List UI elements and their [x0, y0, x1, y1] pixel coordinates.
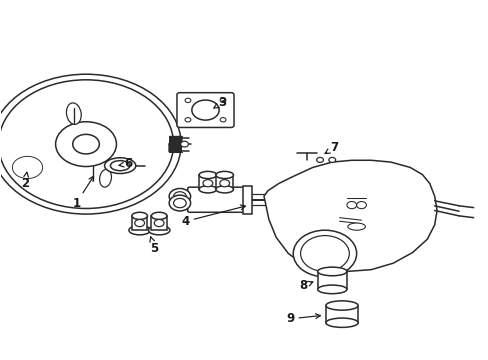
Ellipse shape: [325, 301, 357, 310]
Circle shape: [220, 98, 225, 103]
Text: 7: 7: [325, 141, 338, 154]
Ellipse shape: [347, 223, 365, 230]
Circle shape: [169, 195, 190, 211]
Circle shape: [356, 202, 366, 209]
Circle shape: [169, 189, 190, 204]
Bar: [132, 216, 147, 230]
Circle shape: [316, 157, 323, 162]
Ellipse shape: [66, 103, 81, 125]
FancyBboxPatch shape: [187, 187, 247, 212]
Ellipse shape: [220, 180, 229, 187]
Ellipse shape: [203, 180, 212, 187]
Ellipse shape: [199, 171, 216, 179]
Ellipse shape: [148, 226, 169, 235]
Ellipse shape: [216, 186, 233, 193]
Bar: [317, 271, 346, 289]
Text: 2: 2: [21, 172, 29, 190]
Bar: [325, 306, 357, 323]
Ellipse shape: [325, 318, 357, 327]
FancyBboxPatch shape: [177, 93, 234, 127]
Text: 8: 8: [298, 279, 312, 292]
Text: 9: 9: [286, 312, 320, 325]
Bar: [216, 175, 233, 189]
Text: 6: 6: [119, 157, 132, 170]
Circle shape: [0, 80, 173, 208]
Circle shape: [173, 192, 186, 201]
Circle shape: [293, 230, 356, 277]
Ellipse shape: [100, 169, 111, 187]
Circle shape: [184, 98, 190, 103]
Ellipse shape: [154, 220, 163, 226]
Circle shape: [73, 134, 99, 154]
Text: 3: 3: [213, 96, 226, 109]
Ellipse shape: [129, 226, 150, 235]
Text: 1: 1: [72, 176, 93, 210]
Ellipse shape: [135, 220, 144, 226]
Circle shape: [0, 74, 181, 214]
Circle shape: [180, 141, 188, 147]
Ellipse shape: [110, 161, 130, 171]
Circle shape: [220, 118, 225, 122]
Ellipse shape: [12, 156, 42, 179]
Circle shape: [19, 161, 36, 174]
Circle shape: [300, 235, 348, 271]
Circle shape: [328, 157, 335, 162]
Ellipse shape: [317, 285, 346, 294]
Circle shape: [191, 100, 219, 120]
Text: 4: 4: [182, 205, 245, 228]
Ellipse shape: [104, 158, 136, 174]
Ellipse shape: [199, 186, 216, 193]
Ellipse shape: [132, 212, 147, 220]
Circle shape: [346, 202, 356, 209]
Ellipse shape: [317, 267, 346, 276]
Ellipse shape: [151, 212, 166, 220]
Bar: [151, 216, 166, 230]
Ellipse shape: [216, 171, 233, 179]
Circle shape: [56, 122, 116, 167]
Circle shape: [14, 157, 41, 177]
Circle shape: [173, 198, 186, 208]
Bar: [199, 175, 216, 189]
Text: 5: 5: [150, 237, 158, 255]
Ellipse shape: [279, 194, 284, 206]
Polygon shape: [264, 160, 436, 271]
Circle shape: [184, 118, 190, 122]
Bar: [243, 186, 251, 214]
